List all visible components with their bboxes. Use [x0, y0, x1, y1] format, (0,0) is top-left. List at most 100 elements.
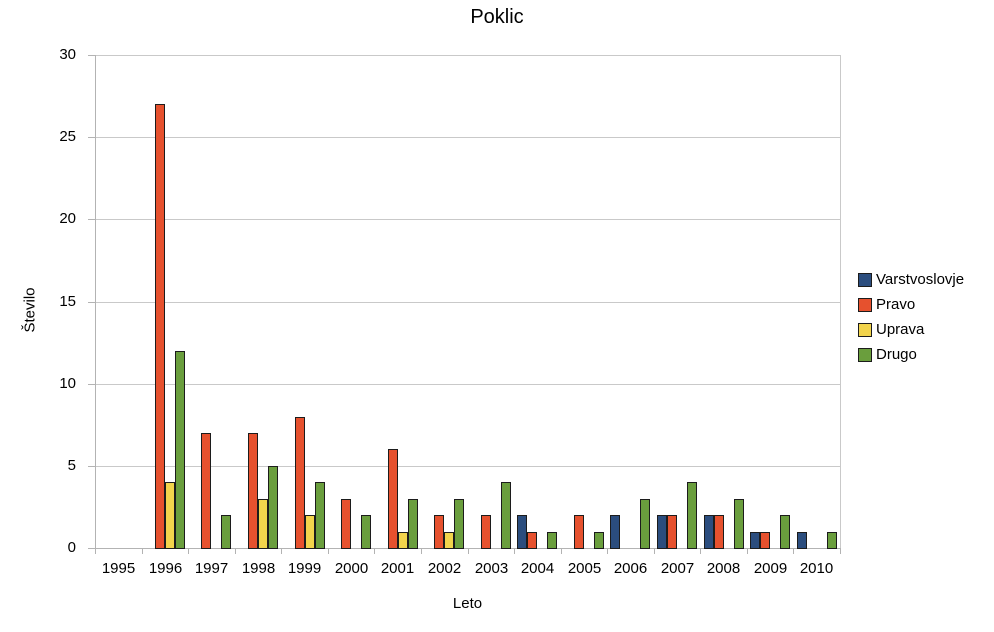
- x-tick-label: 2004: [520, 560, 555, 577]
- x-tick-label: 2000: [334, 560, 369, 577]
- gridline: [95, 384, 840, 385]
- y-axis-line: [95, 55, 96, 549]
- bar-drugo-2003: [501, 482, 511, 549]
- x-axis-tick: [747, 549, 748, 554]
- bar-pravo-2008: [714, 515, 724, 549]
- y-axis-tick: [88, 466, 95, 467]
- bar-drugo-1997: [221, 515, 231, 549]
- bar-varstvoslovje-2008: [704, 515, 714, 549]
- x-axis-line: [95, 548, 841, 549]
- x-axis-tick: [374, 549, 375, 554]
- bar-drugo-1998: [268, 466, 278, 549]
- legend-label: Uprava: [876, 321, 925, 338]
- bar-pravo-1999: [295, 417, 305, 549]
- bar-drugo-2007: [687, 482, 697, 549]
- y-tick-label: 20: [59, 210, 76, 227]
- y-axis-tick: [88, 55, 95, 56]
- bar-pravo-2003: [481, 515, 491, 549]
- x-axis-tick: [328, 549, 329, 554]
- x-tick-label: 2005: [567, 560, 602, 577]
- bar-drugo-2000: [361, 515, 371, 549]
- bar-varstvoslovje-2004: [517, 515, 527, 549]
- x-tick-label: 2007: [660, 560, 695, 577]
- y-axis-tick: [88, 384, 95, 385]
- x-axis-tick: [514, 549, 515, 554]
- x-axis-tick: [840, 549, 841, 554]
- x-tick-label: 1996: [148, 560, 183, 577]
- bar-drugo-1996: [175, 351, 185, 549]
- x-axis-tick: [561, 549, 562, 554]
- chart-title: Poklic: [470, 6, 524, 28]
- y-tick-label: 10: [59, 375, 76, 392]
- legend-swatch-icon: [858, 297, 872, 312]
- bar-uprava-1996: [165, 482, 175, 549]
- x-tick-label: 2003: [474, 560, 509, 577]
- x-axis-tick: [281, 549, 282, 554]
- legend: Varstvoslovje Pravo Uprava Drugo: [858, 267, 964, 367]
- legend-label: Pravo: [876, 296, 916, 313]
- legend-item-varstvoslovje: Varstvoslovje: [858, 267, 964, 292]
- y-axis-tick: [88, 548, 95, 549]
- bar-pravo-2001: [388, 449, 398, 549]
- x-tick-label: 2010: [799, 560, 834, 577]
- bar-pravo-1996: [155, 104, 165, 549]
- bar-drugo-2010: [827, 532, 837, 549]
- bar-varstvoslovje-2010: [797, 532, 807, 549]
- x-axis-tick: [793, 549, 794, 554]
- x-axis-tick: [142, 549, 143, 554]
- x-axis-tick: [607, 549, 608, 554]
- plot-right-edge: [840, 55, 841, 548]
- bar-pravo-2009: [760, 532, 770, 549]
- bar-uprava-2002: [444, 532, 454, 549]
- x-tick-label: 2009: [753, 560, 788, 577]
- x-tick-label: 2008: [706, 560, 741, 577]
- legend-item-uprava: Uprava: [858, 317, 964, 342]
- y-tick-label: 15: [59, 293, 76, 310]
- bar-pravo-1997: [201, 433, 211, 549]
- legend-item-pravo: Pravo: [858, 292, 964, 317]
- bar-uprava-1998: [258, 499, 268, 549]
- bar-pravo-2005: [574, 515, 584, 549]
- y-tick-label: 30: [59, 46, 76, 63]
- bar-drugo-2009: [780, 515, 790, 549]
- bar-drugo-2004: [547, 532, 557, 549]
- bar-pravo-2000: [341, 499, 351, 549]
- bar-pravo-2007: [667, 515, 677, 549]
- x-axis-tick: [700, 549, 701, 554]
- x-tick-label: 1995: [101, 560, 136, 577]
- gridline: [95, 466, 840, 467]
- bar-drugo-2005: [594, 532, 604, 549]
- x-tick-label: 2002: [427, 560, 462, 577]
- bar-pravo-1998: [248, 433, 258, 549]
- legend-swatch-icon: [858, 322, 872, 337]
- x-axis-tick: [421, 549, 422, 554]
- x-tick-label: 2006: [613, 560, 648, 577]
- y-axis-tick: [88, 137, 95, 138]
- bar-varstvoslovje-2007: [657, 515, 667, 549]
- bar-drugo-2006: [640, 499, 650, 549]
- bar-uprava-1999: [305, 515, 315, 549]
- x-axis-title: Leto: [452, 595, 483, 612]
- legend-swatch-icon: [858, 347, 872, 362]
- bar-drugo-2002: [454, 499, 464, 549]
- y-tick-label: 5: [67, 457, 76, 474]
- bar-uprava-2001: [398, 532, 408, 549]
- legend-item-drugo: Drugo: [858, 342, 964, 367]
- gridline: [95, 219, 840, 220]
- gridline: [95, 137, 840, 138]
- x-tick-label: 2001: [380, 560, 415, 577]
- x-tick-label: 1998: [241, 560, 276, 577]
- legend-label: Varstvoslovje: [876, 271, 965, 288]
- x-tick-label: 1999: [287, 560, 322, 577]
- y-tick-label: 25: [59, 128, 76, 145]
- bar-pravo-2002: [434, 515, 444, 549]
- x-axis-tick: [95, 549, 96, 554]
- legend-label: Drugo: [876, 346, 917, 363]
- bar-varstvoslovje-2009: [750, 532, 760, 549]
- x-axis-tick: [468, 549, 469, 554]
- y-axis-tick: [88, 219, 95, 220]
- y-tick-label: 0: [67, 539, 76, 556]
- x-axis-tick: [654, 549, 655, 554]
